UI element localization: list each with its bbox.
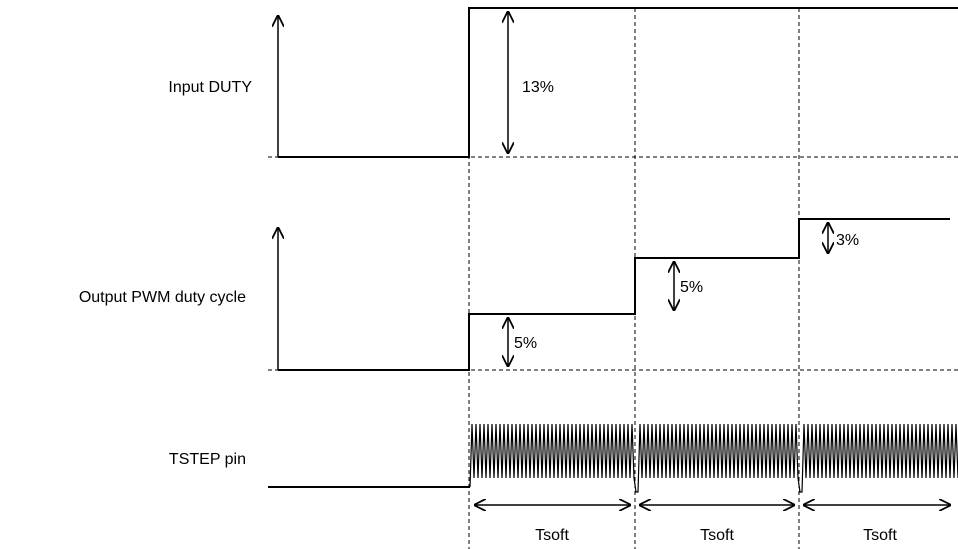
step-label: 5% xyxy=(514,335,537,352)
step-label: 5% xyxy=(680,279,703,296)
waveform xyxy=(278,7,958,158)
signal-label: Input DUTY xyxy=(168,79,252,96)
pulse-train xyxy=(469,423,958,493)
interval-label: Tsoft xyxy=(863,527,897,544)
interval-label: Tsoft xyxy=(700,527,734,544)
signal-label: Output PWM duty cycle xyxy=(79,289,246,306)
step-label: 13% xyxy=(522,79,554,96)
interval-label: Tsoft xyxy=(535,527,569,544)
step-label: 3% xyxy=(836,232,859,249)
waveform xyxy=(278,218,950,371)
signal-label: TSTEP pin xyxy=(169,451,246,468)
